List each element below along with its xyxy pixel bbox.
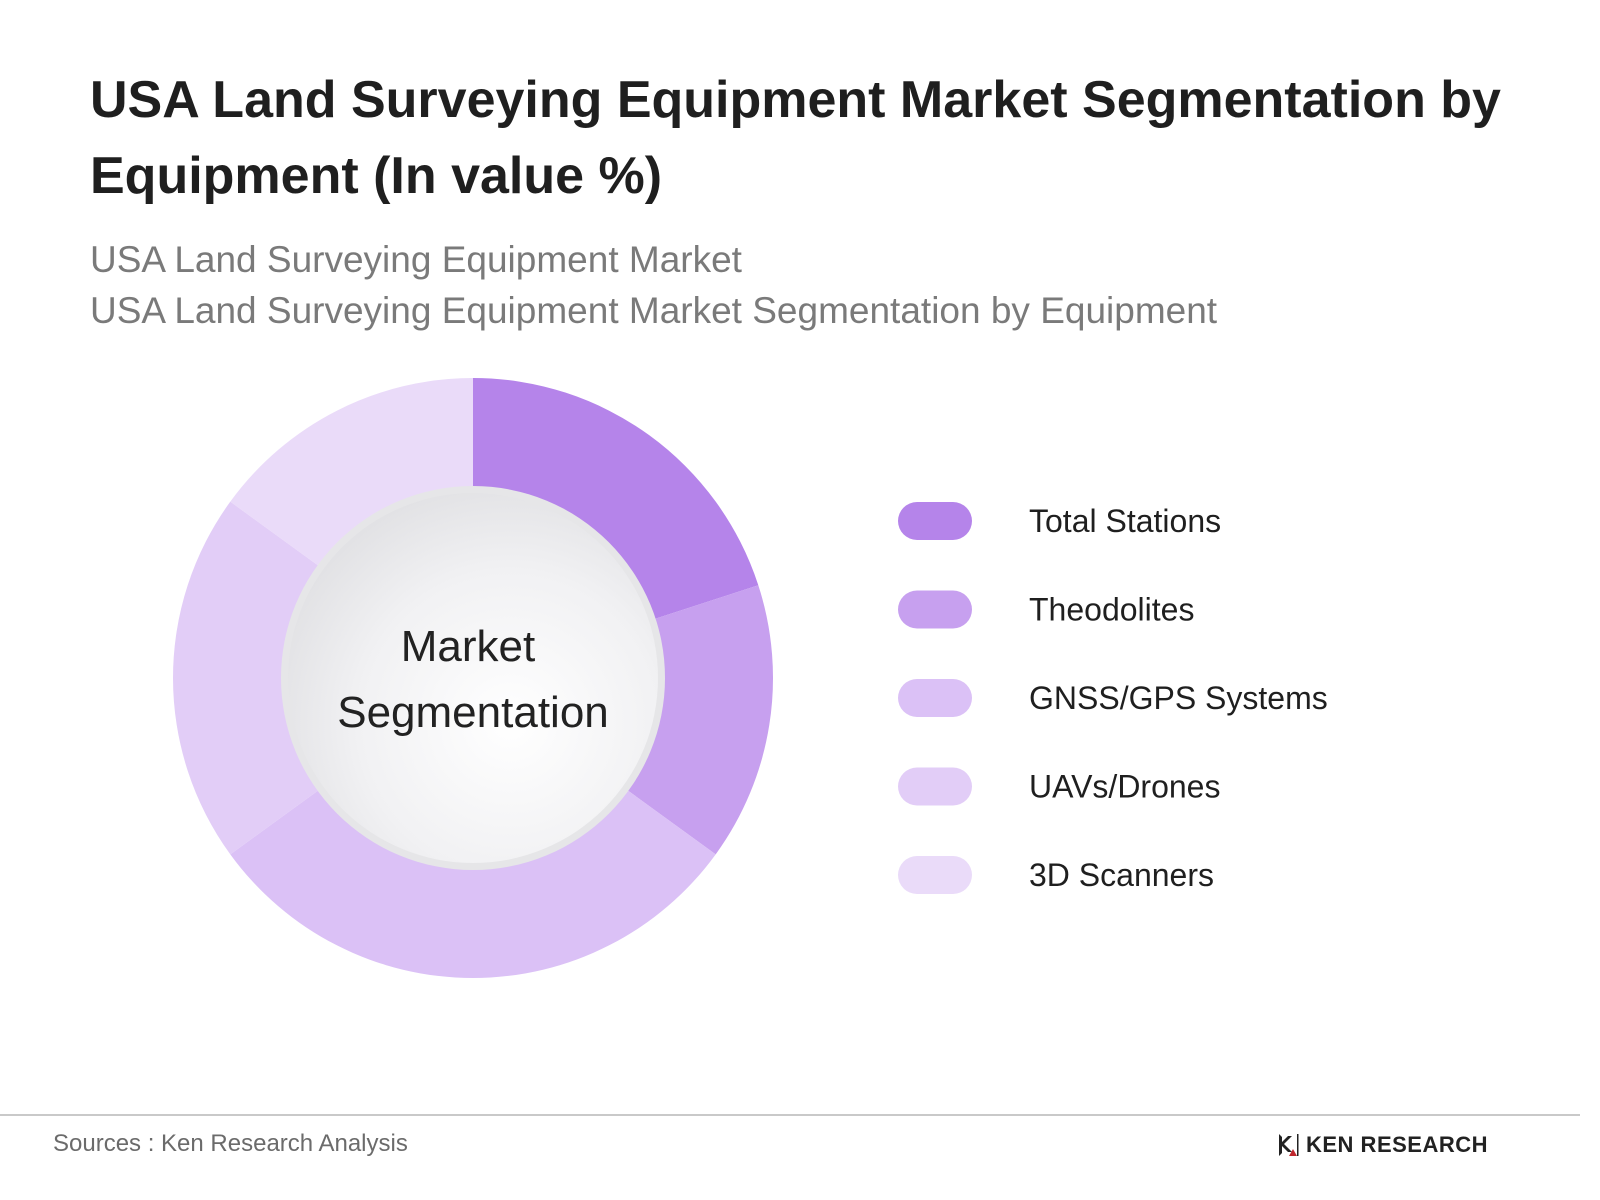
legend-label: Total Stations (1029, 503, 1221, 539)
legend-swatch (898, 856, 972, 894)
legend-label: UAVs/Drones (1029, 769, 1220, 805)
legend-label: Theodolites (1029, 592, 1194, 628)
slice-total-stations (473, 378, 759, 620)
legend-swatch (898, 767, 972, 806)
slice-3d-scanners (230, 378, 473, 568)
donut-center (288, 493, 658, 863)
slice-uavs-drones (173, 501, 321, 855)
legend-swatch (898, 679, 972, 717)
legend-label: 3D Scanners (1029, 857, 1214, 893)
sources-note: Sources : Ken Research Analysis (53, 1130, 408, 1157)
legend-swatch (898, 502, 972, 540)
brand-name: KEN RESEARCH (1306, 1132, 1489, 1157)
chart-title: USA Land Surveying Equipment Market Segm… (90, 71, 1501, 205)
brand-logo: KEN RESEARCH (1276, 1132, 1488, 1158)
chart-subtitle-2: USA Land Surveying Equipment Market Segm… (90, 290, 1218, 331)
footer-divider (0, 1114, 1580, 1116)
legend-swatch (898, 590, 972, 629)
chart-subtitle-1: USA Land Surveying Equipment Market (90, 239, 742, 280)
legend-label: GNSS/GPS Systems (1029, 680, 1328, 716)
ken-research-logo-icon (1279, 1134, 1299, 1156)
center-label-line-1: Market (401, 622, 535, 671)
slice-gnss-gps-systems (230, 788, 716, 978)
center-label-line-2: Segmentation (337, 688, 609, 737)
